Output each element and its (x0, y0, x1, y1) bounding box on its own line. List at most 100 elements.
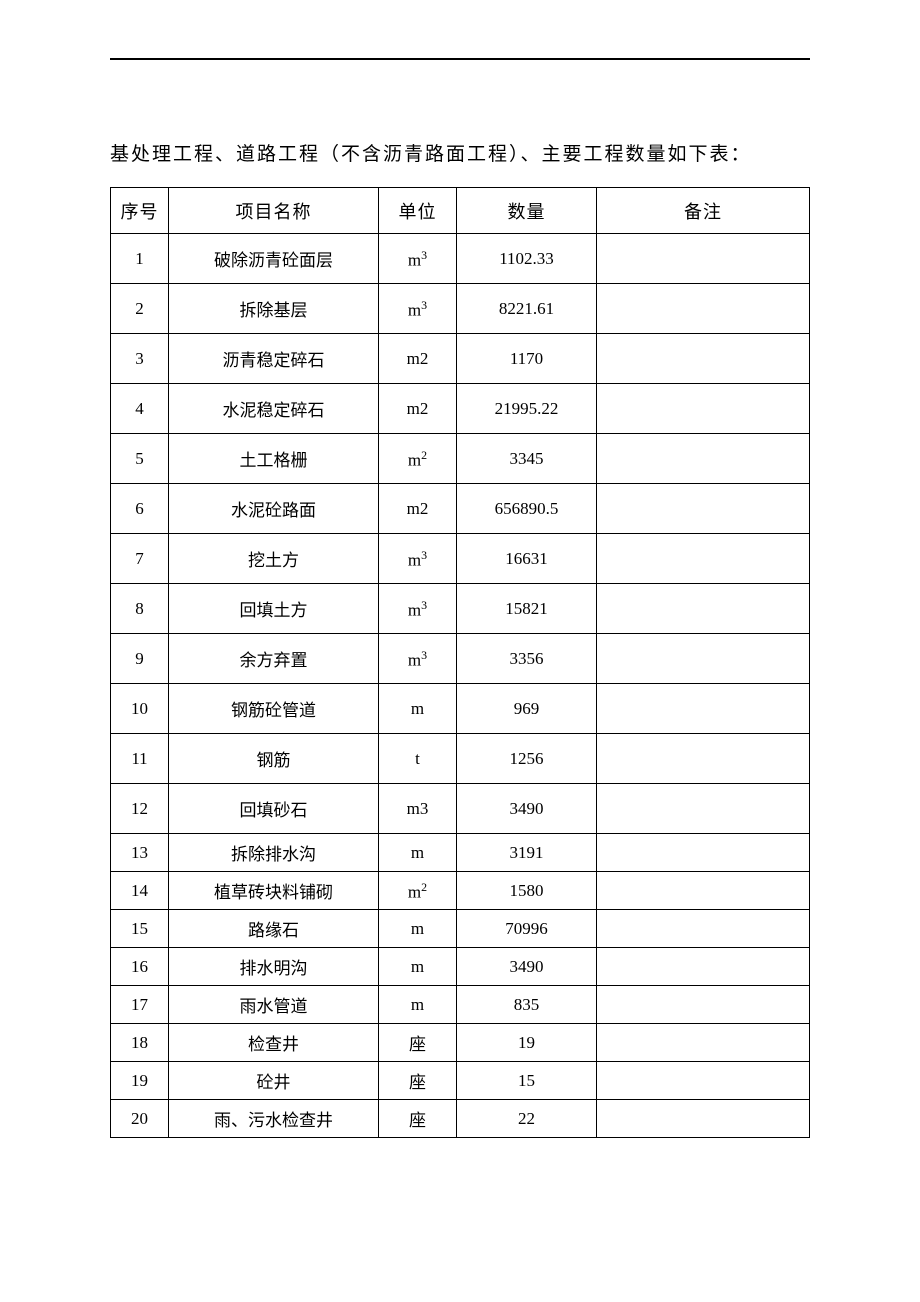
cell-remark (597, 1100, 810, 1138)
cell-name: 钢筋 (169, 734, 379, 784)
cell-unit: m3 (379, 584, 457, 634)
table-row: 3沥青稳定碎石m21170 (111, 334, 810, 384)
cell-seq: 20 (111, 1100, 169, 1138)
cell-name: 排水明沟 (169, 948, 379, 986)
col-header-remark: 备注 (597, 188, 810, 234)
cell-qty: 70996 (457, 910, 597, 948)
cell-qty: 21995.22 (457, 384, 597, 434)
cell-qty: 1170 (457, 334, 597, 384)
table-header-row: 序号 项目名称 单位 数量 备注 (111, 188, 810, 234)
cell-seq: 2 (111, 284, 169, 334)
cell-qty: 22 (457, 1100, 597, 1138)
cell-unit: m3 (379, 634, 457, 684)
table-body: 1破除沥青砼面层m31102.332拆除基层m38221.613沥青稳定碎石m2… (111, 234, 810, 1138)
cell-remark (597, 634, 810, 684)
cell-remark (597, 684, 810, 734)
table-row: 20雨、污水检查井座22 (111, 1100, 810, 1138)
cell-seq: 19 (111, 1062, 169, 1100)
table-row: 18检查井座19 (111, 1024, 810, 1062)
cell-name: 检查井 (169, 1024, 379, 1062)
cell-qty: 835 (457, 986, 597, 1024)
cell-unit: m (379, 684, 457, 734)
cell-remark (597, 910, 810, 948)
cell-remark (597, 734, 810, 784)
cell-remark (597, 986, 810, 1024)
cell-unit: m2 (379, 434, 457, 484)
table-row: 5土工格栅m23345 (111, 434, 810, 484)
cell-name: 土工格栅 (169, 434, 379, 484)
table-row: 17雨水管道m835 (111, 986, 810, 1024)
cell-qty: 8221.61 (457, 284, 597, 334)
cell-unit: m2 (379, 484, 457, 534)
cell-seq: 13 (111, 834, 169, 872)
cell-remark (597, 334, 810, 384)
table-row: 10钢筋砼管道m969 (111, 684, 810, 734)
cell-qty: 19 (457, 1024, 597, 1062)
table-row: 11钢筋t1256 (111, 734, 810, 784)
col-header-qty: 数量 (457, 188, 597, 234)
cell-seq: 11 (111, 734, 169, 784)
cell-seq: 8 (111, 584, 169, 634)
cell-name: 雨水管道 (169, 986, 379, 1024)
cell-seq: 17 (111, 986, 169, 1024)
cell-remark (597, 534, 810, 584)
cell-name: 路缘石 (169, 910, 379, 948)
table-row: 6水泥砼路面m2656890.5 (111, 484, 810, 534)
cell-qty: 3490 (457, 948, 597, 986)
cell-seq: 9 (111, 634, 169, 684)
cell-seq: 10 (111, 684, 169, 734)
cell-unit: m3 (379, 284, 457, 334)
cell-qty: 969 (457, 684, 597, 734)
table-row: 13拆除排水沟m3191 (111, 834, 810, 872)
cell-unit: m3 (379, 534, 457, 584)
cell-remark (597, 834, 810, 872)
cell-qty: 1102.33 (457, 234, 597, 284)
cell-name: 沥青稳定碎石 (169, 334, 379, 384)
cell-remark (597, 784, 810, 834)
cell-unit: m (379, 986, 457, 1024)
cell-seq: 4 (111, 384, 169, 434)
cell-remark (597, 872, 810, 910)
cell-unit: m (379, 834, 457, 872)
cell-qty: 15821 (457, 584, 597, 634)
cell-name: 钢筋砼管道 (169, 684, 379, 734)
cell-unit: 座 (379, 1062, 457, 1100)
cell-unit: m (379, 910, 457, 948)
cell-remark (597, 584, 810, 634)
cell-qty: 1580 (457, 872, 597, 910)
cell-unit: m (379, 948, 457, 986)
cell-name: 植草砖块料铺砌 (169, 872, 379, 910)
cell-remark (597, 1024, 810, 1062)
cell-unit: 座 (379, 1100, 457, 1138)
table-row: 16排水明沟m3490 (111, 948, 810, 986)
cell-name: 拆除基层 (169, 284, 379, 334)
col-header-name: 项目名称 (169, 188, 379, 234)
cell-remark (597, 948, 810, 986)
quantity-table: 序号 项目名称 单位 数量 备注 1破除沥青砼面层m31102.332拆除基层m… (110, 187, 810, 1138)
cell-name: 砼井 (169, 1062, 379, 1100)
intro-paragraph: 基处理工程、道路工程（不含沥青路面工程）、主要工程数量如下表： (110, 130, 810, 179)
table-row: 4水泥稳定碎石m221995.22 (111, 384, 810, 434)
cell-name: 余方弃置 (169, 634, 379, 684)
table-row: 15路缘石m70996 (111, 910, 810, 948)
table-row: 7挖土方m316631 (111, 534, 810, 584)
cell-remark (597, 284, 810, 334)
table-row: 1破除沥青砼面层m31102.33 (111, 234, 810, 284)
cell-remark (597, 1062, 810, 1100)
cell-unit: m3 (379, 784, 457, 834)
cell-qty: 3490 (457, 784, 597, 834)
col-header-seq: 序号 (111, 188, 169, 234)
cell-unit: m3 (379, 234, 457, 284)
cell-name: 水泥砼路面 (169, 484, 379, 534)
cell-qty: 15 (457, 1062, 597, 1100)
cell-unit: m2 (379, 384, 457, 434)
cell-remark (597, 234, 810, 284)
table-row: 2拆除基层m38221.61 (111, 284, 810, 334)
cell-name: 雨、污水检查井 (169, 1100, 379, 1138)
cell-name: 水泥稳定碎石 (169, 384, 379, 434)
cell-name: 拆除排水沟 (169, 834, 379, 872)
cell-unit: m2 (379, 872, 457, 910)
cell-name: 回填砂石 (169, 784, 379, 834)
cell-seq: 14 (111, 872, 169, 910)
cell-name: 回填土方 (169, 584, 379, 634)
